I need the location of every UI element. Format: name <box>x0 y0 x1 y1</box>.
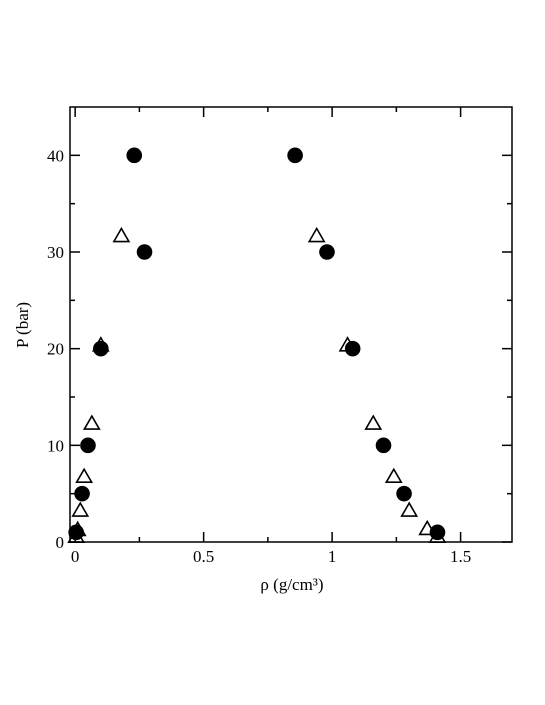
point <box>68 520 87 537</box>
point <box>319 244 335 260</box>
point <box>93 340 109 357</box>
x-tick-label: 0.5 <box>193 547 214 566</box>
point <box>71 501 90 517</box>
y-tick-label: 30 <box>47 243 64 262</box>
y-tick-label: 10 <box>47 436 64 455</box>
point <box>136 244 153 260</box>
point <box>375 437 392 454</box>
y-tick-label: 40 <box>47 146 64 165</box>
x-tick-label: 0 <box>71 547 80 566</box>
point <box>307 226 326 243</box>
point <box>338 336 357 352</box>
point <box>112 226 131 243</box>
point <box>287 147 303 164</box>
x-tick-label: 1.5 <box>450 547 471 566</box>
x-tick-label: 1 <box>328 547 337 566</box>
point <box>364 414 383 430</box>
point <box>400 501 419 517</box>
point <box>91 336 110 352</box>
point <box>344 340 361 357</box>
point <box>74 485 90 502</box>
point <box>82 414 101 430</box>
point <box>384 467 403 484</box>
y-axis-label: P (bar) <box>13 302 32 348</box>
plot-frame <box>69 106 513 543</box>
point <box>428 527 447 543</box>
point <box>418 519 437 536</box>
point <box>75 467 94 484</box>
point <box>396 485 412 502</box>
x-axis-label: ρ (g/cm³) <box>260 575 323 594</box>
point <box>126 147 143 164</box>
y-tick-label: 20 <box>47 340 64 359</box>
y-tick-label: 0 <box>56 533 65 552</box>
point <box>80 437 96 454</box>
